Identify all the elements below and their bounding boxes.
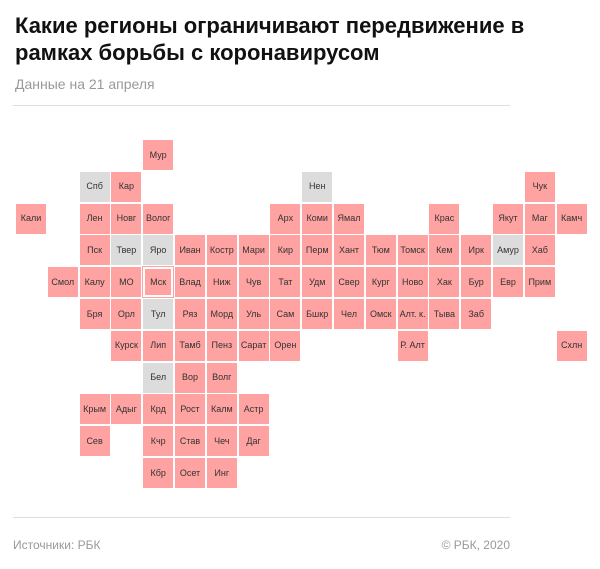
region-tile: Р. Алт bbox=[397, 330, 428, 361]
region-tile: Чел bbox=[334, 299, 364, 329]
region-tile: Кем bbox=[429, 235, 460, 266]
region-tile: Ниж bbox=[206, 267, 237, 298]
region-tile: Евр bbox=[493, 267, 523, 298]
region-tile: Новг bbox=[111, 203, 142, 234]
region-tile: Ряз bbox=[175, 299, 205, 329]
region-tile: Калм bbox=[206, 394, 237, 425]
region-tile: Заб bbox=[461, 299, 492, 329]
region-tile: Кург bbox=[365, 267, 396, 298]
region-tile: Перм bbox=[302, 235, 333, 266]
region-tile: Чук bbox=[524, 171, 555, 202]
region-tile: Тюм bbox=[365, 235, 396, 266]
region-tile: Кир bbox=[270, 235, 301, 266]
region-tile: Арх bbox=[270, 203, 301, 234]
region-tile: Тыва bbox=[429, 299, 460, 329]
region-tile: Тул bbox=[143, 299, 174, 329]
region-tile: Курск bbox=[111, 330, 142, 361]
region-tile: Калу bbox=[79, 267, 110, 298]
region-tile: Вор bbox=[175, 362, 205, 393]
region-tile: Смол bbox=[47, 267, 78, 298]
region-tile: Свер bbox=[334, 267, 364, 298]
region-tile: Омск bbox=[365, 299, 396, 329]
region-tile: Рост bbox=[175, 394, 205, 425]
region-tile: Лен bbox=[79, 203, 110, 234]
region-tile: Хак bbox=[429, 267, 460, 298]
region-tile: Волг bbox=[206, 362, 237, 393]
region-tile: Кбр bbox=[143, 458, 174, 488]
region-tile: Якут bbox=[493, 203, 523, 234]
region-tile: Алт. к. bbox=[397, 299, 428, 329]
region-tile: Маг bbox=[524, 203, 555, 234]
region-tile: Пенз bbox=[206, 330, 237, 361]
region-tile: Крас bbox=[429, 203, 460, 234]
region-tile: МО bbox=[111, 267, 142, 298]
region-tile: Спб bbox=[79, 171, 110, 202]
region-tile: Пск bbox=[79, 235, 110, 266]
region-tile: Удм bbox=[302, 267, 333, 298]
region-tile: Чув bbox=[238, 267, 269, 298]
region-tile: Орен bbox=[270, 330, 301, 361]
region-tile: Ямал bbox=[334, 203, 364, 234]
region-tile: Сев bbox=[79, 426, 110, 457]
divider-bottom bbox=[13, 517, 510, 518]
region-tile: Крым bbox=[79, 394, 110, 425]
region-tile: Чеч bbox=[206, 426, 237, 457]
region-tile: Нен bbox=[302, 171, 333, 202]
region-tile: Мари bbox=[238, 235, 269, 266]
region-tile: Бел bbox=[143, 362, 174, 393]
region-tile: Орл bbox=[111, 299, 142, 329]
region-tile: Амур bbox=[493, 235, 523, 266]
region-tile: Кчр bbox=[143, 426, 174, 457]
divider-top bbox=[13, 105, 510, 106]
region-tile: Морд bbox=[206, 299, 237, 329]
region-tile: Бря bbox=[79, 299, 110, 329]
region-tile: Даг bbox=[238, 426, 269, 457]
region-tile: Бшкр bbox=[302, 299, 333, 329]
region-tile: Уль bbox=[238, 299, 269, 329]
region-tile: Астр bbox=[238, 394, 269, 425]
region-tile: Тат bbox=[270, 267, 301, 298]
region-tile: Влад bbox=[175, 267, 205, 298]
region-tile: Крд bbox=[143, 394, 174, 425]
subtitle: Данные на 21 апреля bbox=[15, 76, 155, 92]
region-tile: Мур bbox=[143, 140, 174, 170]
region-tile: Сам bbox=[270, 299, 301, 329]
page-title: Какие регионы ограничивают передвижение … bbox=[15, 13, 525, 65]
region-tile: Твер bbox=[111, 235, 142, 266]
region-tile: Инг bbox=[206, 458, 237, 488]
region-tile: Иван bbox=[175, 235, 205, 266]
region-tile: Хант bbox=[334, 235, 364, 266]
region-tile: Томск bbox=[397, 235, 428, 266]
region-tile: Хаб bbox=[524, 235, 555, 266]
region-tile: Мск bbox=[142, 266, 175, 299]
tile-map: Мур Спб Кар Нен Чук Кали Лен Новг Волог Арх Коми Ям… bbox=[16, 140, 591, 495]
region-tile: Схлн bbox=[556, 330, 587, 361]
region-tile: Осет bbox=[175, 458, 205, 488]
region-tile: Став bbox=[175, 426, 205, 457]
region-tile: Прим bbox=[524, 267, 555, 298]
region-tile: Костр bbox=[206, 235, 237, 266]
copyright: © РБК, 2020 bbox=[441, 538, 510, 552]
region-tile: Ирк bbox=[461, 235, 492, 266]
region-tile: Кали bbox=[16, 203, 46, 234]
region-tile: Камч bbox=[556, 203, 587, 234]
region-tile: Ново bbox=[397, 267, 428, 298]
region-tile: Волог bbox=[143, 203, 174, 234]
region-tile: Тамб bbox=[175, 330, 205, 361]
region-tile: Лип bbox=[143, 330, 174, 361]
region-tile: Адыг bbox=[111, 394, 142, 425]
region-tile: Бур bbox=[461, 267, 492, 298]
source-note: Источники: РБК bbox=[13, 538, 101, 552]
region-tile: Яро bbox=[143, 235, 174, 266]
region-tile: Сарат bbox=[238, 330, 269, 361]
region-tile: Кар bbox=[111, 171, 142, 202]
region-tile: Коми bbox=[302, 203, 333, 234]
